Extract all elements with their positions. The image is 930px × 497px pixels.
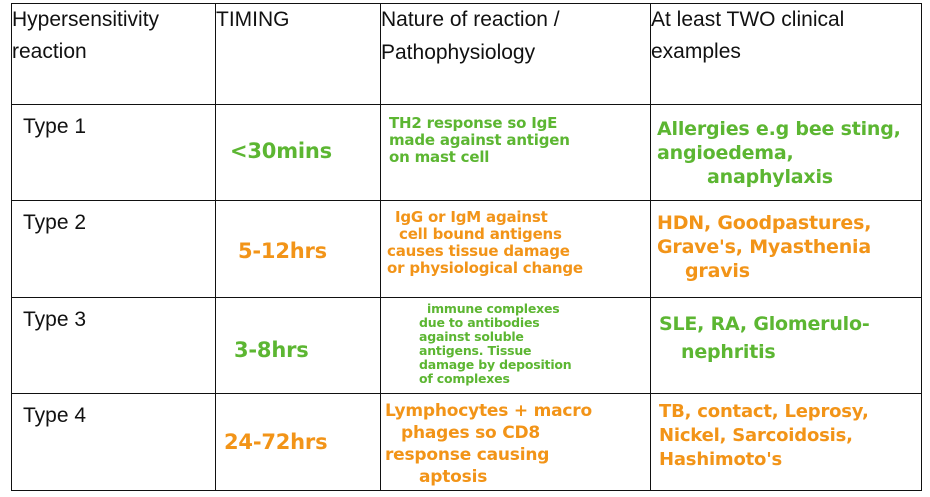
header-nature: Nature of reaction / Pathophysiology: [380, 3, 651, 105]
header-reaction: Hypersensitivity reaction: [11, 3, 216, 105]
nature-line: due to antibodies: [419, 314, 540, 330]
nature-line: made against antigen: [389, 130, 570, 149]
timing-cell: 3-8hrs: [215, 296, 381, 395]
nature-line: on mast cell: [389, 147, 490, 166]
type-cell: Type 3: [11, 296, 216, 395]
examples-line: Allergies e.g bee sting,: [657, 117, 901, 140]
nature-line: damage by deposition: [419, 356, 572, 372]
examples-text: SLE, RA, Glomerulo- nephritis: [659, 310, 870, 366]
examples-cell: TB, contact, Leprosy, Nickel, Sarcoidosi…: [650, 393, 922, 491]
examples-line: Hashimoto's: [659, 449, 783, 471]
examples-line: HDN, Goodpastures,: [657, 212, 872, 235]
table-row: Type 2 5-12hrs IgG or IgM against cell b…: [11, 200, 922, 298]
nature-line: immune complexes: [427, 300, 560, 316]
timing-value: <30mins: [230, 138, 332, 163]
header-nature-line-1: Nature of reaction /: [381, 8, 560, 31]
examples-line: Nickel, Sarcoidosis,: [659, 425, 853, 447]
nature-line: Lymphocytes + macro: [385, 401, 592, 422]
examples-line: nephritis: [681, 340, 776, 363]
nature-line: of complexes: [419, 370, 510, 386]
examples-text: TB, contact, Leprosy, Nickel, Sarcoidosi…: [659, 400, 869, 472]
type-cell: Type 2: [11, 200, 216, 298]
nature-cell: IgG or IgM against cell bound antigens c…: [380, 200, 651, 298]
type-label: Type 1: [23, 114, 87, 138]
examples-cell: SLE, RA, Glomerulo- nephritis: [650, 296, 922, 395]
nature-line: response causing: [385, 445, 550, 466]
nature-line: against soluble: [419, 328, 524, 344]
timing-cell: 24-72hrs: [215, 393, 381, 491]
examples-line: Grave's, Myasthenia: [657, 236, 871, 259]
examples-cell: HDN, Goodpastures, Grave's, Myasthenia g…: [650, 200, 922, 298]
header-timing: TIMING: [215, 3, 381, 105]
timing-cell: 5-12hrs: [215, 200, 381, 298]
nature-text: TH2 response so IgE made against antigen…: [389, 113, 570, 166]
header-reaction-line-1: Hypersensitivity: [12, 8, 160, 31]
timing-value: 5-12hrs: [238, 239, 327, 264]
nature-cell: TH2 response so IgE made against antigen…: [380, 103, 651, 202]
nature-line: cell bound antigens: [399, 225, 562, 244]
nature-line: TH2 response so IgE: [389, 113, 558, 132]
examples-text: HDN, Goodpastures, Grave's, Myasthenia g…: [657, 211, 871, 283]
type-label: Type 2: [23, 211, 87, 235]
nature-line: phages so CD8: [401, 423, 541, 444]
type-label: Type 3: [23, 307, 87, 331]
nature-line: or physiological change: [387, 259, 583, 278]
header-nature-line-2: Pathophysiology: [381, 41, 536, 64]
table-row: Type 4 24-72hrs Lymphocytes + macro phag…: [11, 393, 922, 491]
nature-line: aptosis: [419, 467, 488, 488]
header-reaction-line-2: reaction: [12, 40, 87, 63]
header-examples-line-2: examples: [651, 40, 741, 63]
nature-cell: Lymphocytes + macro phages so CD8 respon…: [380, 393, 651, 491]
timing-cell: <30mins: [215, 103, 381, 202]
timing-value: 3-8hrs: [234, 337, 309, 362]
examples-cell: Allergies e.g bee sting, angioedema, ana…: [650, 103, 922, 202]
examples-line: gravis: [685, 260, 750, 283]
type-cell: Type 4: [11, 393, 216, 491]
table-row: Type 1 <30mins TH2 response so IgE made …: [11, 103, 922, 202]
examples-text: Allergies e.g bee sting, angioedema, ana…: [657, 117, 901, 189]
header-examples: At least TWO clinical examples: [650, 3, 922, 105]
examples-line: angioedema,: [657, 141, 794, 164]
header-examples-line-1: At least TWO clinical: [651, 8, 845, 31]
timing-value: 24-72hrs: [224, 430, 328, 455]
nature-line: antigens. Tissue: [419, 342, 532, 358]
header-timing-text: TIMING: [216, 8, 290, 31]
nature-line: IgG or IgM against: [395, 208, 548, 227]
examples-line: SLE, RA, Glomerulo-: [659, 312, 870, 335]
examples-line: TB, contact, Leprosy,: [659, 401, 869, 423]
type-cell: Type 1: [11, 103, 216, 202]
type-label: Type 4: [23, 404, 87, 428]
header-row: Hypersensitivity reaction TIMING Nature …: [11, 3, 922, 105]
examples-line: anaphylaxis: [707, 165, 833, 188]
nature-line: causes tissue damage: [387, 242, 570, 261]
nature-cell: immune complexes due to antibodies again…: [380, 296, 651, 395]
nature-text: IgG or IgM against cell bound antigens c…: [387, 209, 583, 277]
table-row: Type 3 3-8hrs immune complexes due to an…: [11, 296, 922, 395]
nature-text: Lymphocytes + macro phages so CD8 respon…: [385, 400, 592, 488]
nature-text: immune complexes due to antibodies again…: [419, 300, 572, 386]
hypersensitivity-table: Hypersensitivity reaction TIMING Nature …: [11, 3, 922, 491]
